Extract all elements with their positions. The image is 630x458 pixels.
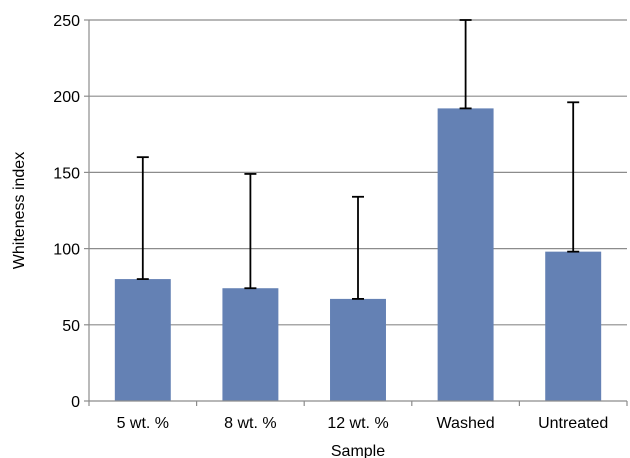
bar [545, 251, 602, 401]
bar [222, 288, 279, 401]
x-tick-labels: 5 wt. % 8 wt. % 12 wt. % Washed Untreated [117, 415, 609, 432]
y-tick-label: 250 [53, 13, 80, 30]
y-tick-label: 0 [71, 394, 80, 411]
error-bars [136, 19, 580, 300]
x-axis-title: Sample [331, 443, 385, 458]
bar [114, 279, 171, 401]
axes [84, 19, 628, 406]
bar [437, 108, 494, 401]
x-tick-label: 5 wt. % [117, 415, 169, 432]
y-tick-label: 150 [53, 165, 80, 182]
y-axis-title: Whiteness index [11, 152, 28, 269]
bars [114, 108, 602, 401]
x-tick-label: Untreated [538, 415, 608, 432]
gridlines [89, 19, 627, 326]
y-tick-label: 100 [53, 242, 80, 259]
y-tick-label: 200 [53, 89, 80, 106]
y-tick-labels: 0 50 100 150 200 250 [53, 13, 80, 411]
x-tick-label: 8 wt. % [224, 415, 276, 432]
bar [330, 298, 386, 401]
x-tick-label: 12 wt. % [327, 415, 388, 432]
y-tick-label: 50 [62, 318, 80, 335]
x-tick-label: Washed [437, 415, 495, 432]
